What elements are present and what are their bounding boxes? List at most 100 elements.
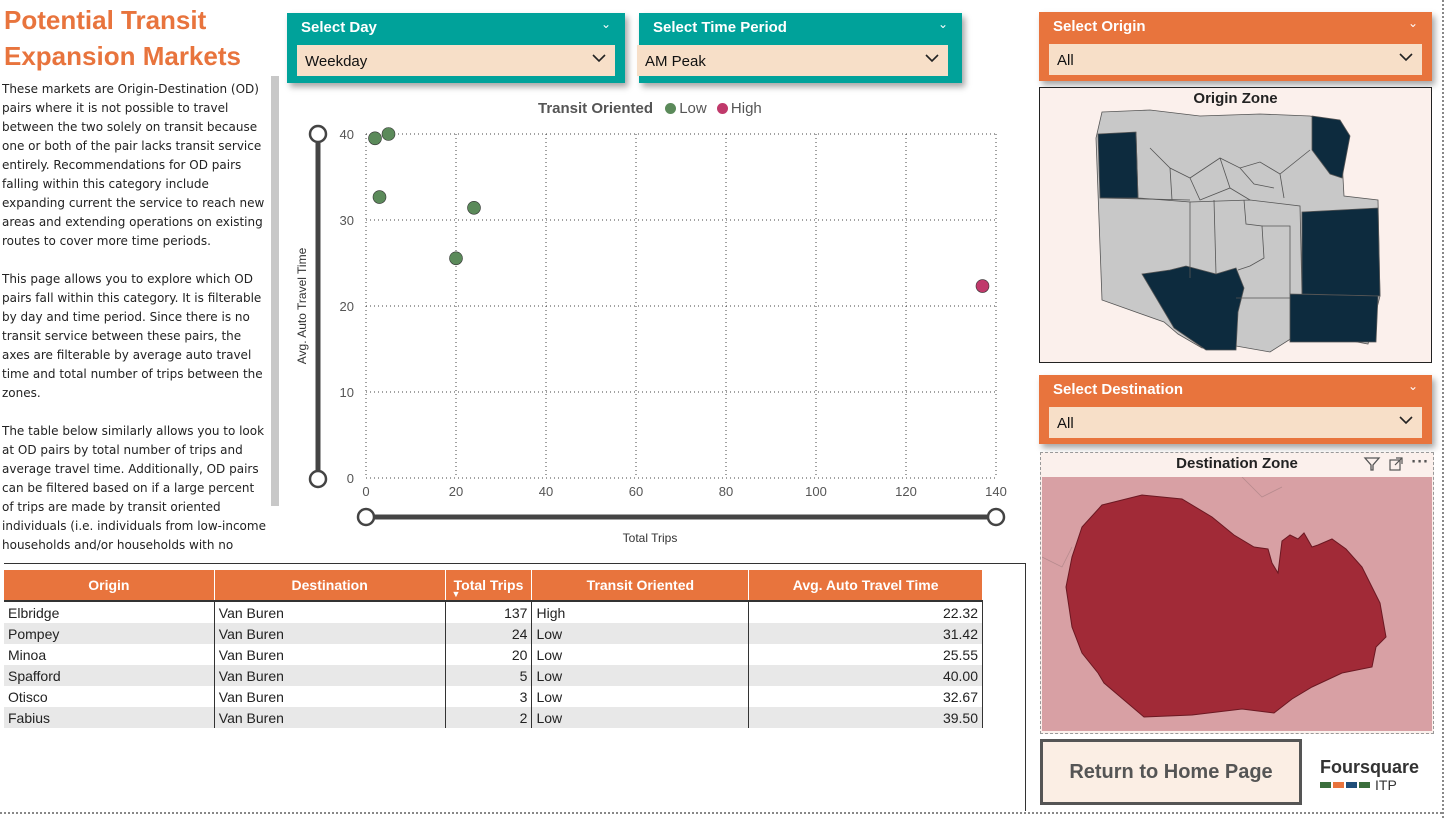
data-point-low[interactable] (372, 190, 387, 204)
description-paragraph-1: These markets are Origin-Destination (OD… (2, 82, 265, 248)
select-time-period-label: Select Time Period (653, 19, 787, 36)
select-day-slicer: Select Day ⌄ Weekday (287, 13, 625, 83)
column-header-avg-auto-travel-time[interactable]: Avg. Auto Travel Time (748, 570, 983, 602)
table-row[interactable]: Minoa Van Buren 20 Low 25.55 (4, 644, 983, 665)
legend-title: Transit Oriented (538, 100, 654, 117)
cell-avg-auto-travel-time: 22.32 (748, 601, 983, 623)
cell-transit-oriented: High (531, 601, 750, 623)
more-options-icon[interactable]: ··· (1411, 455, 1429, 470)
legend-marker-high (716, 103, 728, 114)
od-pairs-table: Origin Destination Total Trips ▼ Transit… (4, 570, 983, 728)
column-header-destination[interactable]: Destination (214, 570, 446, 602)
y-tick-label: 40 (340, 127, 354, 142)
table-row[interactable]: Fabius Van Buren 2 Low 39.50 (4, 707, 983, 728)
collapse-chevron-icon[interactable]: ⌄ (937, 17, 948, 31)
chart-legend: Transit Oriented Low High (538, 100, 762, 117)
data-point-high[interactable] (975, 279, 990, 293)
table-frame (4, 563, 1026, 811)
collapse-chevron-icon[interactable]: ⌄ (1407, 16, 1418, 30)
y-tick-label: 30 (340, 213, 354, 228)
y-range-slider-max-handle[interactable] (308, 124, 328, 144)
cell-destination: Van Buren (214, 623, 446, 644)
cell-origin: Elbridge (4, 601, 215, 623)
collapse-chevron-icon[interactable]: ⌄ (600, 17, 611, 31)
logo-line-1: Foursquare (1320, 757, 1420, 777)
chevron-down-icon (925, 54, 939, 63)
select-time-period-value: AM Peak (645, 53, 706, 70)
foursquare-itp-logo: Foursquare ITP (1320, 758, 1419, 792)
cell-destination: Van Buren (214, 601, 446, 623)
description-scrollbar[interactable] (271, 76, 279, 506)
cell-destination: Van Buren (214, 707, 446, 728)
focus-mode-icon[interactable] (1387, 455, 1405, 477)
filter-icon[interactable] (1363, 455, 1381, 477)
cell-destination: Van Buren (214, 644, 446, 665)
column-header-origin[interactable]: Origin (4, 570, 215, 602)
select-day-value: Weekday (305, 53, 368, 70)
cell-avg-auto-travel-time: 40.00 (748, 665, 983, 686)
cell-transit-oriented: Low (531, 686, 750, 707)
table-row[interactable]: Spafford Van Buren 5 Low 40.00 (4, 665, 983, 686)
y-tick-label: 10 (340, 385, 354, 400)
select-origin-label: Select Origin (1053, 18, 1146, 35)
chevron-down-icon (592, 54, 606, 63)
visual-header-toolbar: ··· (1363, 455, 1429, 477)
origin-zone-map[interactable]: Origin Zone (1039, 87, 1432, 363)
legend-entry-low[interactable]: Low (679, 100, 707, 117)
cell-destination: Van Buren (214, 665, 446, 686)
select-origin-dropdown[interactable]: All (1049, 44, 1422, 75)
legend-entry-high[interactable]: High (730, 100, 762, 117)
cell-transit-oriented: Low (531, 644, 750, 665)
destination-map-canvas (1042, 477, 1432, 731)
chevron-down-icon (1399, 53, 1413, 62)
cell-transit-oriented: Low (531, 665, 750, 686)
cell-avg-auto-travel-time: 39.50 (748, 707, 983, 728)
y-axis-label: Avg. Auto Travel Time (295, 247, 309, 364)
cell-avg-auto-travel-time: 31.42 (748, 623, 983, 644)
column-header-total-trips-label: Total Trips (453, 577, 524, 593)
x-range-slider-min-handle[interactable] (356, 507, 376, 527)
legend-marker-low (665, 103, 677, 114)
data-point-low[interactable] (467, 200, 481, 215)
cell-origin: Pompey (4, 623, 215, 644)
return-home-button[interactable]: Return to Home Page (1040, 739, 1302, 805)
x-tick-label: 60 (629, 484, 643, 499)
y-tick-label: 20 (340, 299, 354, 314)
cell-total-trips: 2 (445, 707, 533, 728)
collapse-chevron-icon[interactable]: ⌄ (1407, 379, 1418, 393)
data-point-low[interactable] (368, 131, 382, 146)
cell-destination: Van Buren (214, 686, 446, 707)
x-tick-label: 20 (449, 484, 463, 499)
select-destination-value: All (1057, 415, 1074, 432)
table-row[interactable]: Elbridge Van Buren 137 High 22.32 (4, 601, 983, 623)
x-tick-label: 140 (985, 484, 1007, 499)
table-row[interactable]: Otisco Van Buren 3 Low 32.67 (4, 686, 983, 707)
cell-total-trips: 20 (445, 644, 533, 665)
x-tick-label: 100 (805, 484, 827, 499)
y-range-slider-min-handle[interactable] (308, 469, 328, 489)
page-description: These markets are Origin-Destination (OD… (2, 80, 268, 556)
data-point-low[interactable] (449, 251, 463, 266)
column-header-total-trips[interactable]: Total Trips ▼ (445, 570, 533, 602)
cell-transit-oriented: Low (531, 623, 750, 644)
cell-origin: Otisco (4, 686, 215, 707)
scatter-chart[interactable]: 0 10 20 30 40 0 20 40 60 80 100 120 140 Total Trips… (280, 118, 1020, 558)
x-axis-label: Total Trips (623, 531, 678, 545)
select-origin-value: All (1057, 52, 1074, 69)
select-destination-slicer: Select Destination ⌄ All (1039, 375, 1432, 444)
select-destination-dropdown[interactable]: All (1049, 407, 1422, 438)
column-header-transit-oriented[interactable]: Transit Oriented (531, 570, 750, 602)
x-range-slider-max-handle[interactable] (986, 507, 1006, 527)
select-time-period-slicer: Select Time Period ⌄ AM Peak (637, 13, 962, 83)
x-tick-label: 120 (895, 484, 917, 499)
chevron-down-icon (1399, 416, 1413, 425)
destination-zone-map[interactable]: Destination Zone ··· (1040, 452, 1434, 734)
description-paragraph-2: This page allows you to explore which OD… (2, 272, 263, 400)
cell-transit-oriented: Low (531, 707, 750, 728)
logo-line-2: ITP (1375, 777, 1397, 793)
select-time-period-dropdown[interactable]: AM Peak (637, 45, 948, 76)
data-point-low[interactable] (381, 127, 396, 141)
table-row[interactable]: Pompey Van Buren 24 Low 31.42 (4, 623, 983, 644)
origin-map-canvas (1095, 109, 1381, 353)
select-day-dropdown[interactable]: Weekday (297, 45, 615, 76)
